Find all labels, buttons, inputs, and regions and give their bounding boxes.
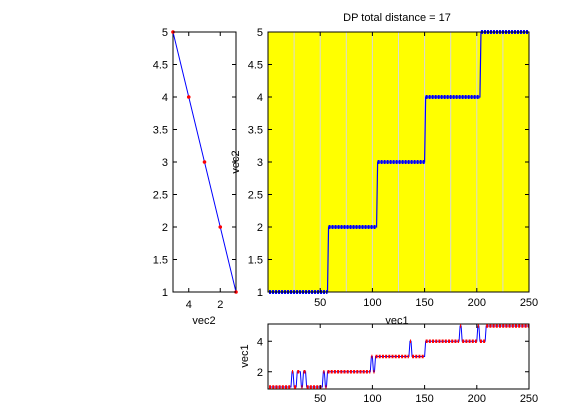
left-xtick-label: 4: [186, 299, 192, 311]
left-ytick-label: 3: [162, 157, 168, 169]
bottom-xtick-label: 50: [314, 393, 326, 405]
left-data-point: [218, 225, 223, 229]
bottom-axes: vec1: [239, 323, 530, 390]
main-axes: DP total distance = 17 vec1 vec2: [230, 12, 530, 327]
bottom-ylabel: vec1: [239, 344, 251, 367]
left-data-point: [202, 160, 207, 164]
left-ytick-label: 2: [162, 222, 168, 234]
main-ytick-label: 1: [257, 287, 263, 299]
left-marks: [171, 30, 238, 294]
bottom-marks: [269, 324, 529, 389]
left-ytick-label: 4: [162, 92, 168, 104]
left-ytick-label: 5: [162, 27, 168, 39]
main-ytick-label: 2.5: [248, 190, 263, 202]
main-path-line: [269, 31, 529, 293]
main-ytick-label: 3: [257, 157, 263, 169]
main-ytick-label: 2: [257, 222, 263, 234]
bottom-ytick-label: 4: [257, 336, 263, 348]
main-ytick-label: 1.5: [248, 255, 263, 267]
left-ytick-label: 3.5: [153, 125, 168, 137]
left-data-point: [186, 95, 191, 99]
main-xtick-label: 100: [363, 297, 381, 309]
left-ytick-label: 2.5: [153, 190, 168, 202]
main-xtick-label: 200: [468, 297, 486, 309]
main-xtick-label: 50: [314, 297, 326, 309]
main-xtick-label: 150: [415, 297, 433, 309]
main-ytick-label: 5: [257, 27, 263, 39]
bottom-xtick-label: 100: [363, 393, 381, 405]
bottom-xtick-label: 150: [415, 393, 433, 405]
left-ytick-label: 1: [162, 287, 168, 299]
main-title: DP total distance = 17: [343, 12, 451, 24]
left-axes: vec2: [171, 30, 238, 327]
main-xtick-label: 250: [520, 297, 538, 309]
bottom-ytick-label: 2: [257, 367, 263, 379]
tick-layer: 1 1.5 2 2.5 3 3.5 4 4.5 5 4 2 1 1.5 2 2.5 3 3.5 4 4.5 5 50 10…: [153, 27, 538, 405]
left-ytick-label: 4.5: [153, 60, 168, 72]
bottom-xtick-label: 250: [520, 393, 538, 405]
bottom-xtick-label: 200: [468, 393, 486, 405]
main-ytick-label: 4.5: [248, 60, 263, 72]
main-ytick-label: 3.5: [248, 125, 263, 137]
left-xtick-label: 2: [217, 299, 223, 311]
left-xlabel: vec2: [192, 315, 215, 327]
left-ytick-label: 1.5: [153, 255, 168, 267]
main-ytick-label: 4: [257, 92, 263, 104]
